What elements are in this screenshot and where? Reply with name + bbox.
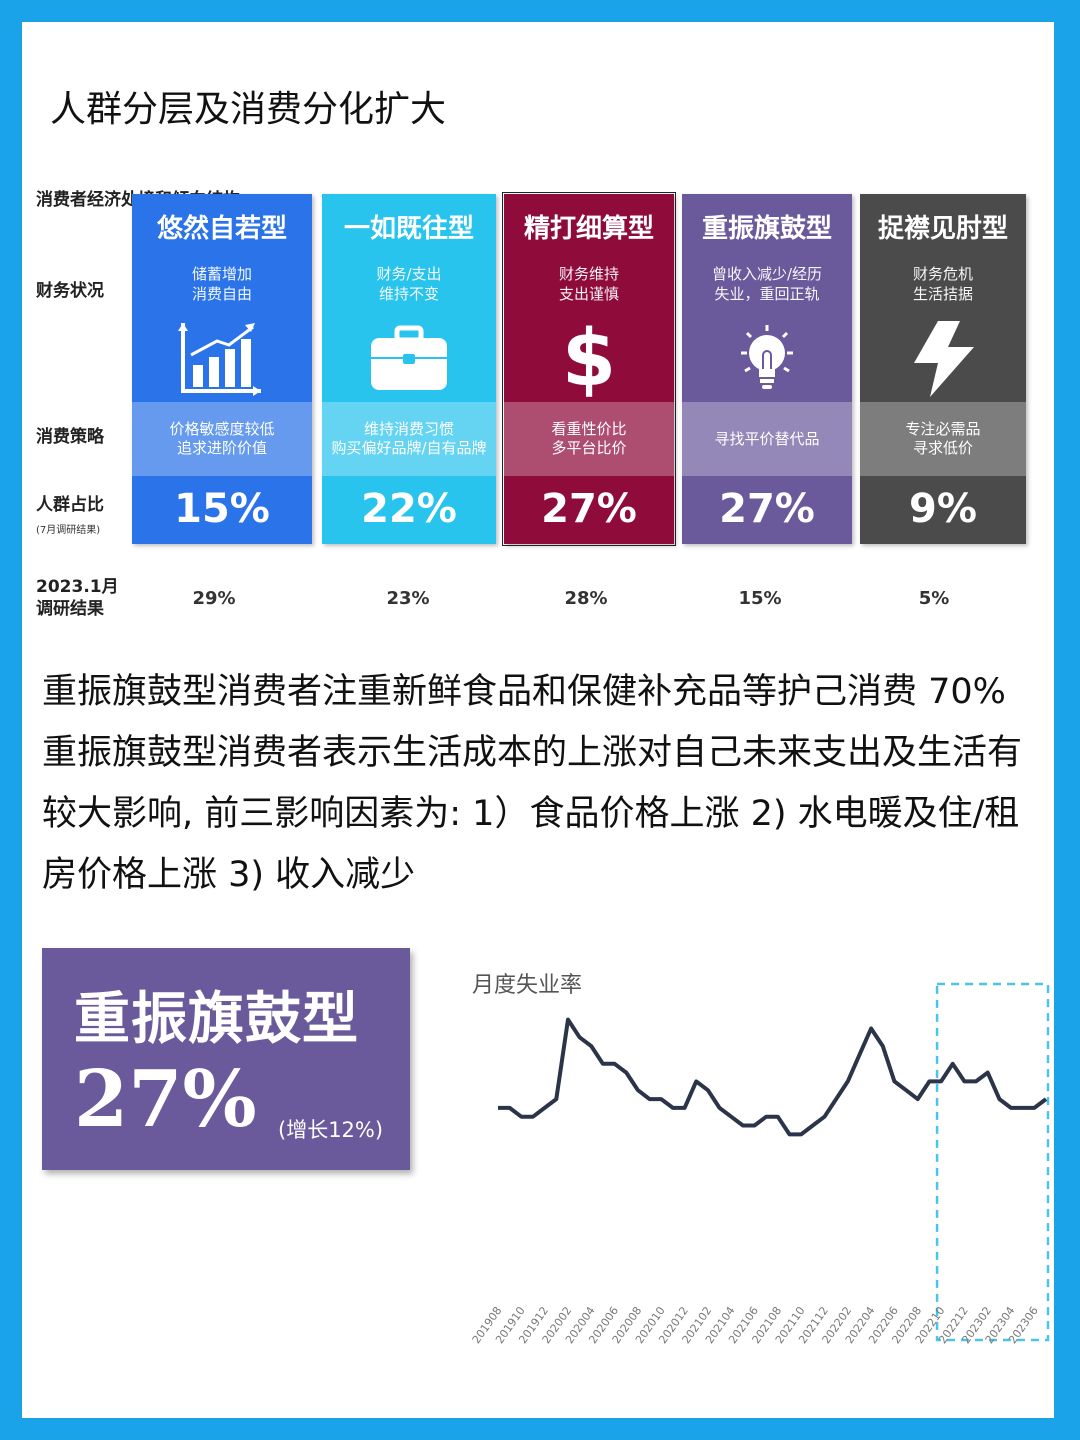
- segment-finance: 财务维持 支出谨慎: [504, 264, 674, 304]
- segment-strategy: 寻找平价替代品: [682, 402, 852, 476]
- row-label-jan: 2023.1月 调研结果: [36, 576, 119, 620]
- segment-column: 捉襟见肘型 财务危机生活拮据 专注必需品 寻求低价 9%: [860, 194, 1026, 544]
- finance-line: 财务/支出: [376, 265, 442, 283]
- jan-value: 15%: [738, 588, 782, 609]
- jan-value: 28%: [564, 588, 608, 609]
- finance-line: 支出谨慎: [558, 285, 619, 303]
- finance-line: 储蓄增加: [191, 265, 252, 283]
- lightbulb-icon: [682, 314, 852, 404]
- badge-name: 重振旗鼓型: [74, 987, 359, 1052]
- badge-percent: 27%: [74, 1054, 257, 1145]
- page: 人群分层及消费分化扩大 消费者经济处境和倾向结构 财务状况 消费策略 人群占比 …: [22, 22, 1054, 1418]
- strategy-line: 价格敏感度较低: [169, 420, 275, 438]
- segment-strategy: 专注必需品 寻求低价: [860, 402, 1026, 476]
- strategy-line: 维持消费习惯: [363, 420, 454, 438]
- finance-line: 消费自由: [191, 285, 252, 303]
- strategy-line: 多平台比价: [551, 439, 627, 457]
- segment-name: 捉襟见肘型: [877, 214, 1008, 244]
- segment-strategy: 看重性价比 多平台比价: [504, 402, 674, 476]
- segment-strategy: 维持消费习惯 购买偏好品牌/自有品牌: [322, 402, 496, 476]
- jan-value: 23%: [386, 588, 430, 609]
- row-label-strategy: 消费策略: [36, 427, 104, 447]
- finance-line: 维持不变: [378, 285, 439, 303]
- segment-column: 悠然自若型 储蓄增加消费自由 价格敏感度较低 追求进阶价值 15%: [132, 194, 312, 544]
- segment-name: 一如既往型: [343, 214, 474, 244]
- strategy-line: 寻求低价: [912, 439, 973, 457]
- segment-name: 悠然自若型: [156, 214, 287, 244]
- briefcase-icon: [322, 314, 496, 404]
- segment-finance: 财务/支出维持不变: [322, 264, 496, 304]
- series-line: [498, 1017, 1048, 1137]
- segment-strategy: 价格敏感度较低 追求进阶价值: [132, 402, 312, 476]
- segment-percent: 9%: [909, 486, 977, 532]
- segment-name: 重振旗鼓型: [701, 214, 832, 244]
- finance-line: 曾收入减少/经历: [711, 265, 823, 283]
- segment-percent: 27%: [719, 486, 815, 532]
- segment-column: 精打细算型 财务维持支出谨慎 $ 看重性价比 多平台比价 27%: [502, 192, 676, 546]
- strategy-line: 看重性价比: [551, 420, 627, 438]
- jan-value: 29%: [192, 588, 236, 609]
- strategy-line: 追求进阶价值: [176, 439, 267, 457]
- segment-finance: 财务危机 生活拮据: [860, 264, 1026, 304]
- finance-line: 财务危机: [912, 265, 973, 283]
- badge-note: (增长12%): [278, 1118, 384, 1142]
- dollar-icon: $: [561, 314, 617, 404]
- strategy-line: 专注必需品: [905, 420, 981, 438]
- watermark: [996, 1390, 1030, 1410]
- finance-line: 财务维持: [558, 265, 619, 283]
- highlight-box: [935, 982, 1050, 1342]
- segment-badge: 重振旗鼓型 27% (增长12%): [42, 948, 410, 1170]
- lightning-icon: [860, 314, 1026, 404]
- row-label-jan-line2: 调研结果: [36, 599, 104, 619]
- row-label-finance: 财务状况: [36, 281, 104, 301]
- row-label-jan-line1: 2023.1月: [36, 577, 119, 597]
- row-label-share: 人群占比 (7月调研结果): [36, 490, 104, 536]
- unemployment-line-chart: 月度失业率 2019082019102019122020022020042020…: [470, 973, 1050, 1346]
- segment-percent: 27%: [541, 486, 637, 532]
- segment-column: 一如既往型 财务/支出维持不变 维持消费习惯 购买偏好品牌/自有品牌 22%: [322, 194, 496, 544]
- jan-value: 5%: [918, 588, 950, 609]
- segment-name: 精打细算型: [523, 214, 654, 244]
- row-label-share-note: (7月调研结果): [36, 525, 101, 536]
- page-title: 人群分层及消费分化扩大: [50, 89, 447, 130]
- segment-finance: 曾收入减少/经历 失业，重回正轨: [682, 264, 852, 304]
- growth-chart-icon: [132, 314, 312, 404]
- finance-line: 生活拮据: [912, 285, 973, 303]
- x-tick-labels: 2019082019102019122020022020042020062020…: [470, 1304, 1041, 1346]
- row-label-share-text: 人群占比: [36, 495, 104, 515]
- segment-finance: 储蓄增加 消费自由: [132, 264, 312, 304]
- segment-percent: 15%: [174, 486, 270, 532]
- strategy-line: 购买偏好品牌/自有品牌: [331, 439, 487, 457]
- strategy-line: 寻找平价替代品: [714, 429, 820, 448]
- segment-percent: 22%: [361, 486, 457, 532]
- chart-title: 月度失业率: [472, 973, 582, 998]
- data-points: [497, 1019, 1047, 1135]
- body-paragraph: 重振旗鼓型消费者注重新鲜食品和保健补充品等护己消费 70% 重振旗鼓型消费者表示…: [42, 672, 1023, 895]
- segment-column: 重振旗鼓型 曾收入减少/经历 失业，重回正轨 寻找平价替代品 27%: [682, 194, 852, 544]
- finance-line: 失业，重回正轨: [714, 285, 820, 303]
